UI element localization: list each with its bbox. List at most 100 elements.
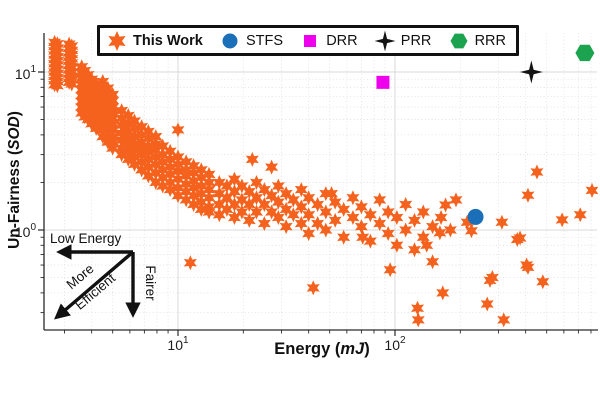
point-this-work (521, 187, 535, 203)
point-this-work (202, 204, 216, 220)
point-this-work (390, 209, 404, 225)
y-axis-title-close: ) (6, 111, 23, 117)
point-this-work (135, 154, 149, 170)
point-this-work (89, 120, 103, 136)
point-this-work (381, 226, 395, 242)
point-this-work (212, 207, 226, 223)
prr-star-icon (372, 29, 398, 53)
legend-label-drr: DRR (326, 32, 358, 49)
point-this-work (426, 219, 440, 235)
point-this-work (257, 197, 271, 212)
point-this-work (141, 159, 155, 175)
point-this-work (212, 197, 226, 212)
point-this-work (443, 222, 457, 238)
rrr-hexagon-icon (446, 29, 472, 53)
annotation-fairer: Fairer (143, 265, 158, 301)
legend-item-rrr: RRR (446, 29, 506, 53)
point-this-work (163, 166, 177, 182)
point-this-work (354, 219, 368, 235)
point-this-work (356, 229, 370, 245)
point-this-work (235, 192, 249, 208)
point-this-work (242, 197, 256, 212)
point-this-work (257, 215, 271, 231)
point-this-work (115, 132, 129, 148)
point-this-work (346, 190, 360, 206)
legend-item-prr: PRR (372, 29, 432, 53)
point-this-work (171, 188, 185, 204)
point-this-work (328, 212, 342, 228)
point-this-work (250, 174, 263, 190)
legend-marker-shape (304, 34, 317, 47)
point-this-work (194, 186, 208, 202)
point-this-work (271, 209, 285, 225)
point-this-work (279, 219, 293, 235)
point-this-work (325, 186, 339, 202)
point-this-work (436, 285, 450, 301)
point-this-work (106, 140, 120, 156)
point-this-work (383, 262, 397, 278)
point-this-work (235, 204, 249, 220)
point-this-work (135, 162, 149, 178)
point-this-work (156, 178, 170, 194)
point-this-work (286, 192, 300, 208)
point-this-work (294, 199, 308, 215)
point-this-work (202, 182, 216, 198)
point-this-work (271, 178, 285, 194)
point-this-work (156, 169, 170, 185)
point-this-work (149, 174, 163, 190)
point-this-work (449, 192, 463, 208)
point-this-work (156, 138, 170, 154)
point-this-work (585, 182, 598, 198)
point-this-work (354, 199, 368, 215)
drr-square-icon (297, 29, 323, 53)
point-this-work (227, 171, 241, 187)
point-this-work (227, 197, 241, 212)
point-this-work (265, 188, 279, 204)
point-this-work (163, 151, 177, 167)
legend-label-prr: PRR (400, 32, 432, 49)
point-this-work (179, 168, 193, 184)
legend-item-drr: DRR (297, 29, 358, 53)
annotation-low-energy: Low Energy (50, 231, 122, 246)
point-this-work (302, 226, 316, 242)
point-this-work (521, 259, 535, 275)
point-this-work (121, 116, 135, 132)
x-axis-title-close: ) (364, 340, 370, 358)
point-this-work (416, 229, 430, 245)
legend-marker-shape (374, 30, 396, 51)
point-this-work (555, 212, 569, 228)
point-this-work (513, 230, 527, 246)
point-this-work (399, 197, 413, 212)
point-this-work (279, 201, 293, 217)
point-this-work (311, 215, 325, 231)
point-this-work (194, 162, 208, 178)
point-this-work (179, 184, 193, 200)
point-this-work (257, 182, 271, 198)
point-this-work (464, 223, 478, 239)
x-axis-title: Energy (mJ) (274, 340, 369, 359)
point-this-work (141, 168, 155, 184)
point-this-work (115, 147, 129, 163)
point-this-work (411, 300, 425, 316)
point-this-work (460, 214, 474, 230)
point-this-work (235, 178, 249, 194)
point-this-work (50, 78, 64, 94)
point-this-work (480, 296, 494, 312)
point-this-work (220, 190, 234, 206)
point-this-work (302, 190, 316, 206)
point-this-work (220, 201, 234, 217)
point-this-work (373, 215, 387, 231)
y-tick-label: 101 (15, 64, 37, 82)
point-rrr (575, 44, 595, 62)
point-this-work (530, 164, 544, 180)
point-this-work (194, 178, 208, 194)
point-this-work (536, 274, 550, 290)
point-this-work (294, 215, 308, 231)
point-this-work (127, 156, 141, 172)
point-this-work (179, 192, 193, 208)
legend-label-rrr: RRR (474, 32, 506, 49)
point-this-work (363, 207, 377, 223)
